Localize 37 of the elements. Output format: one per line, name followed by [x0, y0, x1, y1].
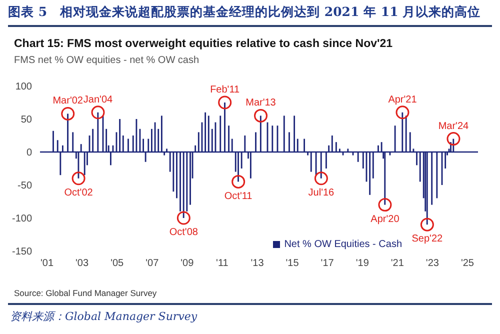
x-tick-label: '23	[426, 258, 440, 270]
x-tick-label: '01	[40, 258, 54, 270]
annotation: Apr'21	[388, 94, 418, 106]
x-tick-label: '25	[460, 258, 474, 270]
y-tick-label: -100	[12, 214, 32, 225]
chart-subtitle: Chart 15: FMS most overweight equities relative to cash since Nov'21	[14, 38, 393, 50]
annotation: Mar'02	[52, 96, 84, 107]
annotation: Jul'16	[308, 188, 335, 198]
annotation: Oct'11	[224, 190, 253, 202]
annotation: Mar'13	[246, 98, 276, 109]
annotation: Oct'08	[169, 227, 198, 238]
y-tick-label: 0	[26, 148, 32, 159]
x-tick-label: '09	[180, 258, 194, 270]
y-tick-label: -150	[12, 246, 32, 258]
y-tick-label: 50	[20, 114, 32, 126]
annotation: Mar'24	[438, 120, 470, 132]
x-tick-label: '15	[286, 258, 300, 270]
y-tick-label: 100	[15, 82, 32, 93]
x-tick-label: '03	[76, 258, 89, 270]
annotation: Feb'11	[210, 84, 240, 96]
annotation: Sep'22	[412, 234, 444, 245]
text: 资料来源：Global Manager Survey	[10, 309, 198, 324]
y-tick-label: -50	[18, 180, 32, 192]
annotation: Oct'02	[64, 188, 94, 198]
legend-label: Net % OW Equities - Cash	[284, 239, 402, 250]
x-tick-label: '11	[216, 258, 229, 270]
annotation: Jan'04	[83, 94, 114, 106]
x-tick-label: '05	[110, 258, 124, 270]
x-tick-label: '17	[320, 258, 334, 270]
x-tick-label: '13	[250, 258, 264, 270]
x-tick-label: '21	[390, 258, 404, 270]
annotation: Apr'20	[370, 214, 400, 225]
y-axis-title: FMS net % OW equities - net % OW cash	[14, 55, 200, 66]
chart-title: 图表 5 相对现金来说超配股票的基金经理的比例达到 2021 年 11 月以来的高位	[8, 4, 481, 21]
source-note: Source: Global Fund Manager Survey	[14, 288, 157, 298]
x-tick-label: '19	[356, 258, 370, 270]
x-tick-label: '07	[146, 258, 160, 270]
